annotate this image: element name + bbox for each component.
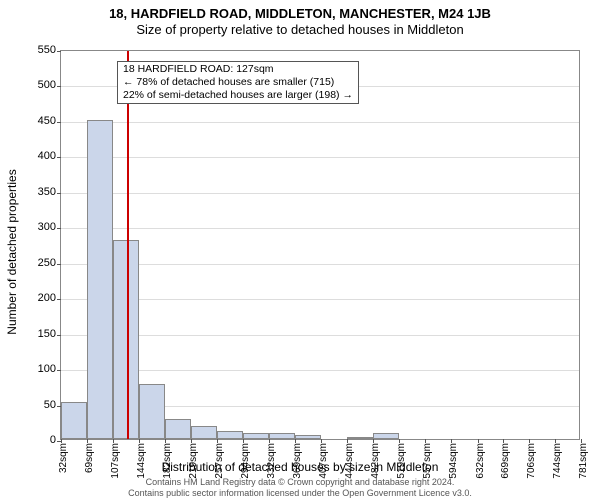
plot-area: 18 HARDFIELD ROAD: 127sqm ← 78% of detac… <box>60 50 580 440</box>
y-tick-label: 400 <box>16 150 56 162</box>
footer-line2: Contains public sector information licen… <box>0 488 600 498</box>
y-tick-mark <box>57 299 61 300</box>
y-tick-mark <box>57 335 61 336</box>
y-tick-label: 150 <box>16 328 56 340</box>
y-tick-mark <box>57 86 61 87</box>
annotation-line1: 18 HARDFIELD ROAD: 127sqm <box>123 63 353 76</box>
histogram-bar <box>61 402 87 439</box>
y-tick-label: 300 <box>16 221 56 233</box>
y-tick-mark <box>57 264 61 265</box>
histogram-bar <box>295 435 321 439</box>
y-tick-label: 50 <box>16 399 56 411</box>
annotation-line3: 22% of semi-detached houses are larger (… <box>123 89 353 102</box>
title-subtitle: Size of property relative to detached ho… <box>0 22 600 39</box>
histogram-bar <box>191 426 217 439</box>
y-tick-label: 450 <box>16 115 56 127</box>
histogram-bar <box>217 431 243 440</box>
y-tick-label: 200 <box>16 292 56 304</box>
y-tick-mark <box>57 51 61 52</box>
histogram-bar <box>139 384 165 439</box>
y-axis-tick-labels: 050100150200250300350400450500550 <box>0 50 60 440</box>
histogram-bar <box>113 240 139 439</box>
y-tick-label: 500 <box>16 79 56 91</box>
y-tick-mark <box>57 122 61 123</box>
histogram-bar <box>373 433 399 439</box>
y-tick-mark <box>57 406 61 407</box>
y-tick-mark <box>57 157 61 158</box>
annotation-line2: ← 78% of detached houses are smaller (71… <box>123 76 353 89</box>
y-tick-mark <box>57 193 61 194</box>
histogram-bar <box>87 120 113 439</box>
footer-line1: Contains HM Land Registry data © Crown c… <box>0 477 600 487</box>
bars-layer <box>61 51 579 439</box>
marker-line <box>127 51 129 439</box>
y-tick-mark <box>57 441 61 442</box>
y-tick-label: 350 <box>16 186 56 198</box>
x-axis-label: Distribution of detached houses by size … <box>0 460 600 474</box>
y-tick-mark <box>57 370 61 371</box>
annotation-box: 18 HARDFIELD ROAD: 127sqm ← 78% of detac… <box>117 61 359 104</box>
footer: Contains HM Land Registry data © Crown c… <box>0 477 600 498</box>
histogram-bar <box>269 433 295 439</box>
chart-title-block: 18, HARDFIELD ROAD, MIDDLETON, MANCHESTE… <box>0 6 600 38</box>
histogram-bar <box>165 419 191 439</box>
y-tick-label: 0 <box>16 434 56 446</box>
histogram-bar <box>243 433 269 439</box>
y-tick-label: 550 <box>16 44 56 56</box>
y-tick-label: 100 <box>16 363 56 375</box>
histogram-bar <box>347 437 373 439</box>
y-tick-label: 250 <box>16 257 56 269</box>
title-address: 18, HARDFIELD ROAD, MIDDLETON, MANCHESTE… <box>0 6 600 22</box>
y-tick-mark <box>57 228 61 229</box>
